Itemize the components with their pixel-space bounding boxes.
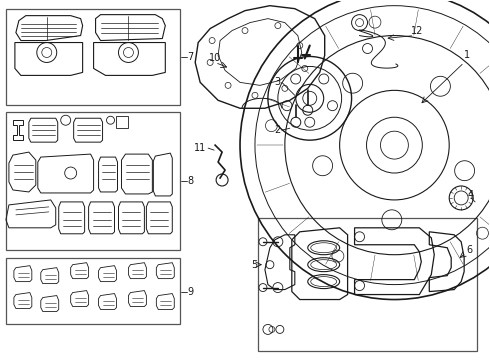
Text: 11: 11 bbox=[194, 143, 206, 153]
Text: 10: 10 bbox=[209, 54, 221, 63]
Text: 3: 3 bbox=[275, 77, 281, 87]
Text: 6: 6 bbox=[466, 245, 472, 255]
Text: 9: 9 bbox=[187, 287, 193, 297]
Text: 7: 7 bbox=[187, 53, 194, 63]
Text: 12: 12 bbox=[411, 26, 423, 36]
Text: 8: 8 bbox=[187, 176, 193, 186]
Text: 4: 4 bbox=[468, 190, 474, 200]
Text: 1: 1 bbox=[464, 50, 470, 60]
Text: 5: 5 bbox=[251, 260, 257, 270]
Text: 2: 2 bbox=[275, 125, 281, 135]
